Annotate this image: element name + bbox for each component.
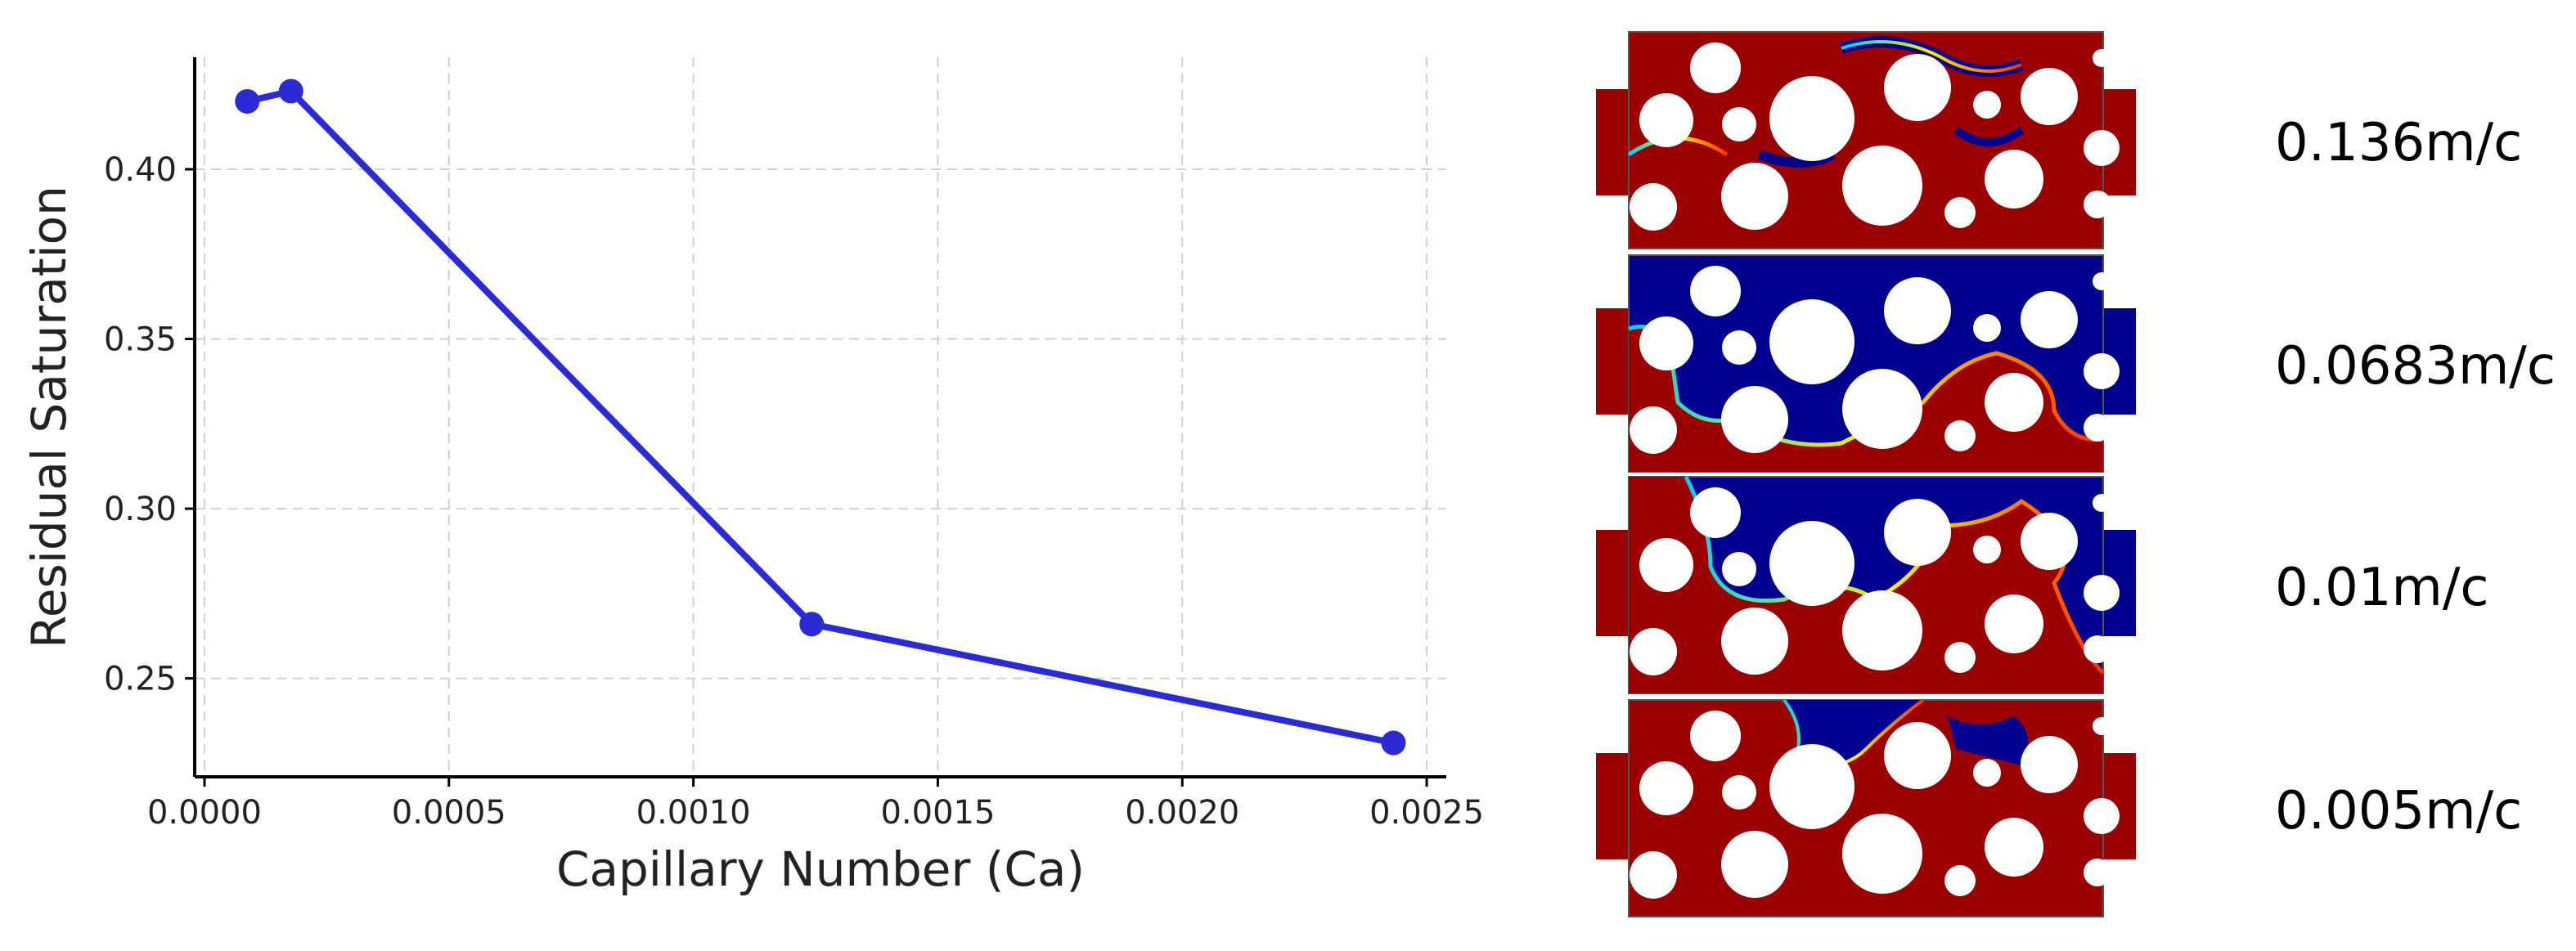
y-tick-label: 0.35 (104, 321, 177, 359)
data-point (278, 79, 303, 104)
simulation-panel: 0.01m/c (1596, 475, 2489, 694)
velocity-label: 0.005m/c (2275, 781, 2522, 841)
data-point (1381, 730, 1406, 756)
velocity-label: 0.01m/c (2275, 558, 2489, 618)
x-tick-label: 0.0005 (392, 794, 506, 832)
residual-saturation-plot: 0.0000 0.0005 0.0010 0.0015 0.0020 0.0025 0.2… (21, 57, 1484, 897)
x-tick-label: 0.0015 (880, 794, 995, 832)
x-axis-title: Capillary Number (Ca) (556, 841, 1085, 897)
y-ticks: 0.25 0.30 0.35 0.40 (104, 151, 195, 698)
y-tick-label: 0.30 (104, 491, 177, 528)
simulation-panel: 0.136m/c (1596, 31, 2522, 249)
series-points (235, 79, 1406, 756)
x-gridlines (203, 57, 1428, 777)
x-tick-label: 0.0025 (1369, 794, 1484, 832)
simulation-panel: 0.0683m/c (1596, 254, 2556, 473)
x-ticks: 0.0000 0.0005 0.0010 0.0015 0.0020 0.0025 (147, 777, 1484, 832)
data-point (799, 612, 825, 637)
simulation-panel: 0.005m/c (1596, 698, 2522, 917)
y-axis-title: Residual Saturation (21, 186, 77, 648)
x-tick-label: 0.0010 (636, 794, 751, 832)
y-tick-label: 0.40 (104, 151, 177, 189)
x-tick-label: 0.0020 (1125, 794, 1239, 832)
series-line (246, 87, 1395, 747)
x-tick-label: 0.0000 (147, 794, 262, 832)
velocity-label: 0.136m/c (2275, 113, 2522, 173)
y-tick-label: 0.25 (104, 661, 177, 698)
data-point (235, 88, 260, 114)
y-gridlines (195, 168, 1446, 680)
velocity-label: 0.0683m/c (2275, 336, 2556, 397)
